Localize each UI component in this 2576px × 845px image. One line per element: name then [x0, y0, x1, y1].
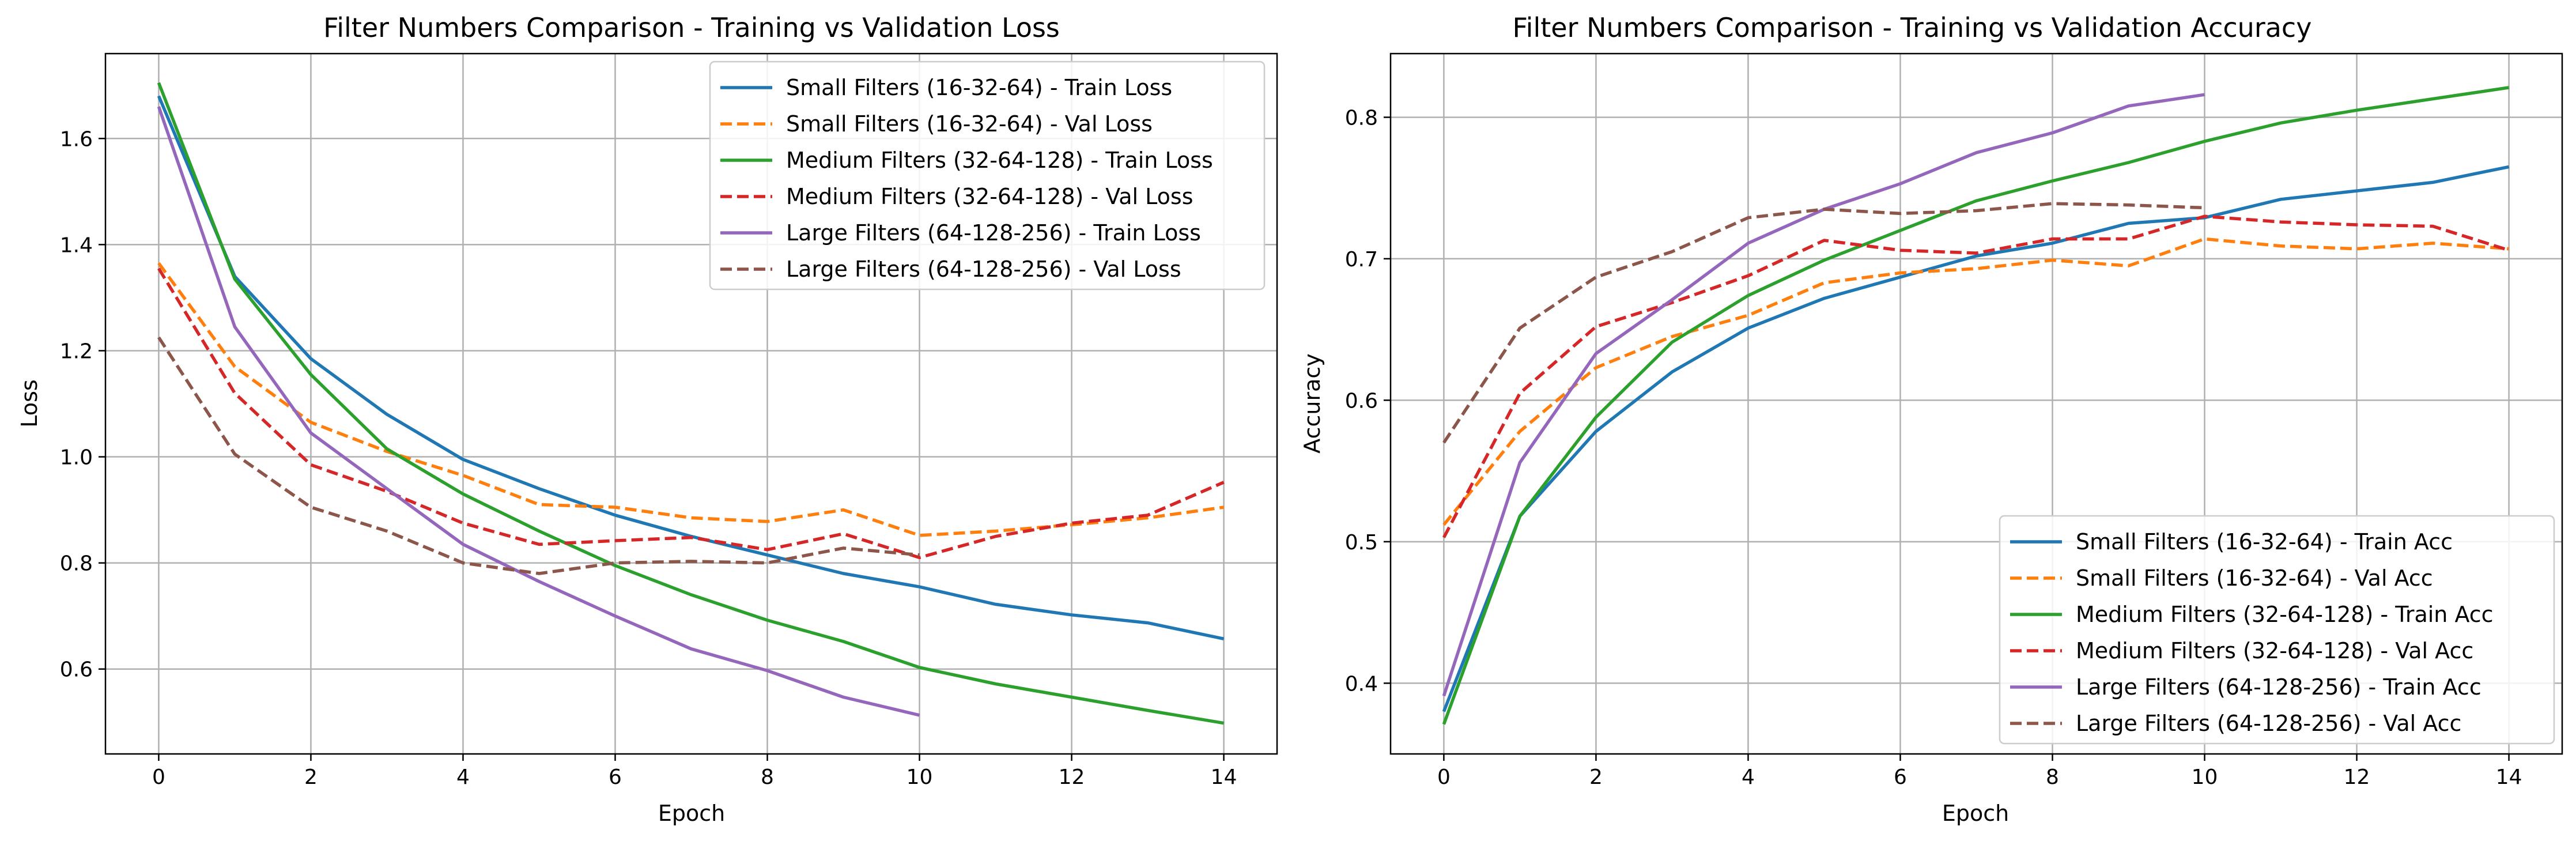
loss-legend-entries: Small Filters (16-32-64) - Train Loss Sma…: [720, 75, 1213, 282]
loss-chart-ticks: 0 2 4 6 8 10 12 14 0.6 0.8 1.0 1.2 1.4 1.6: [60, 127, 1237, 789]
accuracy-xtick-label: 6: [1894, 765, 1907, 789]
accuracy-legend-label: Small Filters (16-32-64) - Train Acc: [2076, 529, 2453, 554]
accuracy-legend-label: Small Filters (16-32-64) - Val Acc: [2076, 565, 2433, 591]
accuracy-legend-label: Large Filters (64-128-256) - Train Acc: [2076, 674, 2481, 700]
loss-legend-label: Small Filters (16-32-64) - Val Loss: [786, 111, 1153, 137]
loss-ytick-label: 1.2: [60, 339, 93, 363]
loss-xtick-label: 0: [152, 765, 165, 789]
accuracy-ytick-label: 0.5: [1345, 531, 1378, 554]
loss-xtick-label: 4: [456, 765, 470, 789]
accuracy-xtick-label: 2: [1589, 765, 1603, 789]
loss-series-line-4: [157, 106, 920, 717]
loss-legend-label: Medium Filters (32-64-128) - Train Loss: [786, 148, 1213, 173]
loss-xtick-label: 8: [761, 765, 774, 789]
loss-chart-lines: [157, 82, 1225, 725]
accuracy-ytick-label: 0.8: [1345, 106, 1378, 130]
accuracy-ytick-label: 0.7: [1345, 248, 1378, 271]
accuracy-xtick-label: 10: [2192, 765, 2218, 789]
accuracy-chart-legend: Small Filters (16-32-64) - Train Acc Smal…: [1999, 515, 2555, 745]
accuracy-chart-title: Filter Numbers Comparison - Training vs …: [1513, 12, 2312, 43]
accuracy-legend-box: [1999, 515, 2555, 745]
accuracy-chart-ylabel: Accuracy: [1300, 353, 1325, 454]
accuracy-legend-label: Medium Filters (32-64-128) - Train Acc: [2076, 602, 2494, 627]
accuracy-series-line-1: [1442, 237, 2509, 526]
accuracy-ytick-label: 0.6: [1345, 389, 1378, 413]
loss-xtick-label: 2: [304, 765, 318, 789]
loss-ytick-label: 1.0: [60, 446, 93, 470]
accuracy-xtick-label: 14: [2496, 765, 2522, 789]
loss-xtick-label: 12: [1059, 765, 1085, 789]
accuracy-chart-frame: [1389, 52, 2563, 755]
loss-chart-xlabel: Epoch: [658, 801, 725, 826]
accuracy-chart-lines: [1442, 86, 2510, 725]
accuracy-series-line-5: [1442, 202, 2205, 444]
accuracy-legend-label: Medium Filters (32-64-128) - Val Acc: [2076, 638, 2473, 663]
accuracy-xtick-label: 4: [1742, 765, 1755, 789]
loss-series-line-5: [157, 336, 920, 575]
loss-xtick-label: 14: [1211, 765, 1237, 789]
accuracy-series-line-2: [1442, 86, 2510, 725]
accuracy-chart-xlabel: Epoch: [1942, 801, 2009, 826]
accuracy-chart-panel: Filter Numbers Comparison - Training vs …: [1300, 12, 2563, 826]
loss-legend-label: Medium Filters (32-64-128) - Val Loss: [786, 184, 1193, 209]
loss-series-line-3: [157, 267, 1225, 560]
loss-chart-ylabel: Loss: [17, 379, 42, 427]
loss-ytick-label: 0.8: [60, 552, 93, 576]
loss-chart-frame: [104, 52, 1278, 755]
accuracy-legend-label: Large Filters (64-128-256) - Val Acc: [2076, 711, 2461, 736]
accuracy-xtick-label: 8: [2046, 765, 2059, 789]
accuracy-chart-grid: [1391, 54, 2562, 754]
loss-series-line-2: [157, 82, 1225, 725]
loss-legend-label: Large Filters (64-128-256) - Train Loss: [786, 220, 1201, 246]
loss-chart-panel: Filter Numbers Comparison - Training vs …: [17, 12, 1278, 826]
loss-xtick-label: 6: [609, 765, 622, 789]
accuracy-series-line-0: [1442, 165, 2510, 712]
loss-legend-label: Large Filters (64-128-256) - Val Loss: [786, 256, 1181, 282]
loss-chart-title: Filter Numbers Comparison - Training vs …: [323, 12, 1060, 43]
loss-ytick-label: 0.6: [60, 658, 93, 682]
accuracy-xtick-label: 12: [2344, 765, 2370, 789]
loss-chart-legend: Small Filters (16-32-64) - Train Loss Sma…: [709, 61, 1266, 291]
loss-legend-box: [709, 61, 1266, 291]
accuracy-legend-entries: Small Filters (16-32-64) - Train Acc Smal…: [2010, 529, 2494, 736]
accuracy-series-line-3: [1442, 214, 2510, 538]
loss-xtick-label: 10: [906, 765, 933, 789]
accuracy-xtick-label: 0: [1437, 765, 1451, 789]
loss-ytick-label: 1.6: [60, 127, 93, 151]
accuracy-chart-ticks: 0 2 4 6 8 10 12 14 0.4 0.5 0.6 0.7 0.8: [1345, 106, 2522, 789]
accuracy-ytick-label: 0.4: [1345, 672, 1378, 696]
loss-ytick-label: 1.4: [60, 233, 93, 257]
loss-legend-label: Small Filters (16-32-64) - Train Loss: [786, 75, 1172, 100]
